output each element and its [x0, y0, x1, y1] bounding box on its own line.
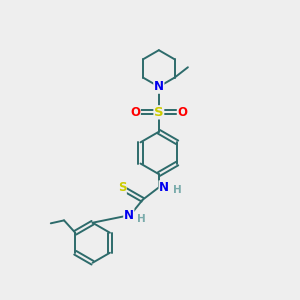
- Text: N: N: [154, 80, 164, 93]
- Text: H: H: [173, 185, 182, 195]
- Text: N: N: [159, 181, 169, 194]
- Text: S: S: [154, 106, 164, 119]
- Text: O: O: [130, 106, 140, 119]
- Text: O: O: [177, 106, 188, 119]
- Text: H: H: [137, 214, 146, 224]
- Text: N: N: [124, 208, 134, 222]
- Text: S: S: [118, 182, 126, 194]
